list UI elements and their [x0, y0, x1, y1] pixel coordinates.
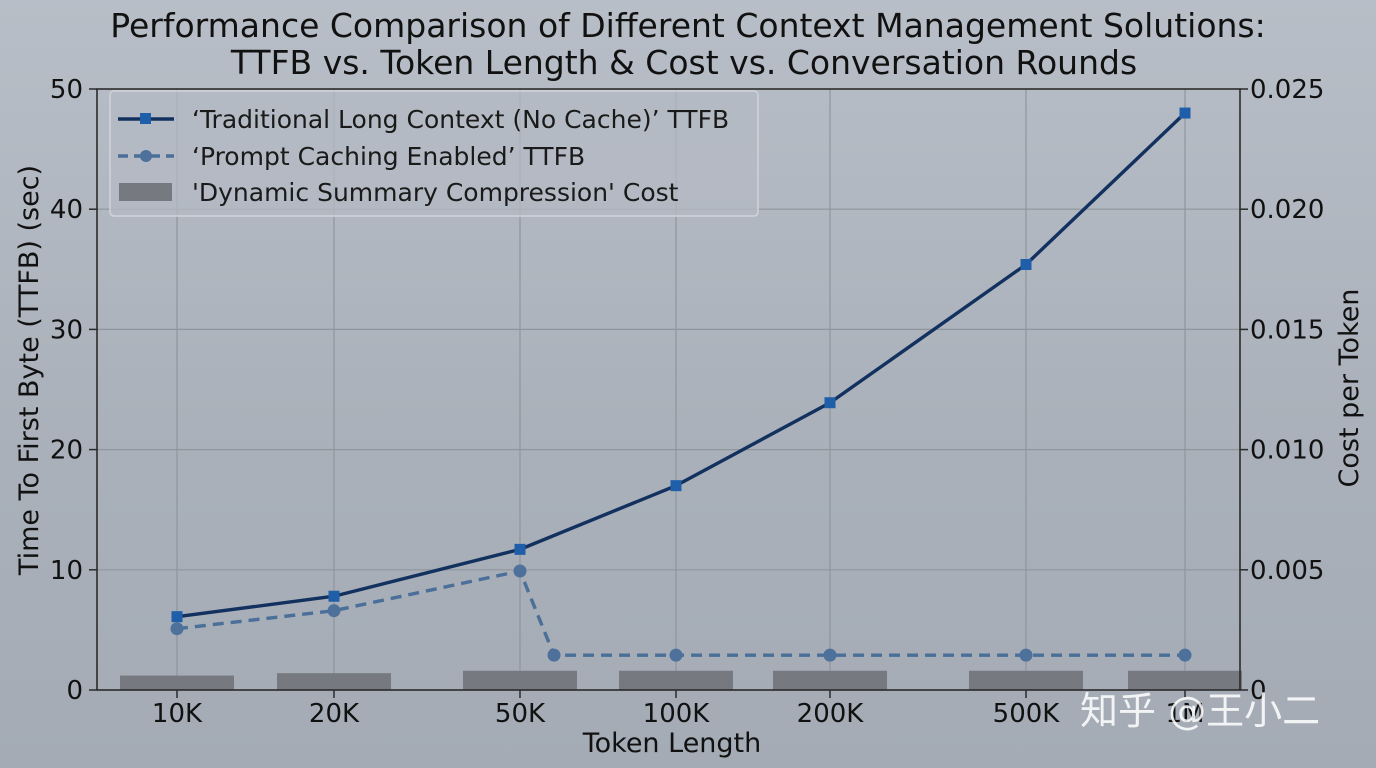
x-tick-label: 100K: [643, 699, 711, 729]
data-point-caching: [1178, 648, 1192, 662]
plot-border: [96, 88, 1241, 691]
legend-bar-swatch: [119, 183, 172, 201]
cost-bars: [120, 670, 1242, 690]
data-point-traditional: [824, 397, 836, 409]
series-line-caching: [176, 569, 1185, 657]
data-point-caching: [327, 604, 341, 618]
legend: ‘Traditional Long Context (No Cache)’ TT…: [109, 90, 759, 217]
chart-title-line-2: TTFB vs. Token Length & Cost vs. Convers…: [230, 43, 1137, 82]
legend-label-caching: ‘Prompt Caching Enabled’ TTFB: [192, 142, 585, 171]
x-tick-label: 200K: [797, 699, 865, 729]
cost-bar: [619, 670, 733, 690]
y-axis-label: Time To First Byte (TTFB) (sec): [14, 165, 45, 576]
y2-tick-label: 0.015: [1250, 315, 1324, 345]
x-axis-label: Token Length: [582, 728, 762, 759]
cost-bar: [120, 675, 234, 690]
x-tick-label: 1M: [1166, 699, 1205, 729]
legend-box: [109, 90, 759, 217]
x-tick-label: 20K: [309, 699, 360, 729]
y2-axis-label: Cost per Token: [1334, 289, 1365, 488]
y2-tick-label: 0.020: [1250, 195, 1324, 225]
chart-title-line-1: Performance Comparison of Different Cont…: [110, 6, 1265, 45]
x-axis: 10K 20K 50K 100K 200K 500K 1M: [152, 690, 1205, 729]
data-point-caching: [1019, 648, 1033, 662]
y2-tick-label: 0: [1250, 676, 1267, 706]
x-tick-label: 500K: [993, 699, 1061, 729]
y-tick-label: 0: [66, 676, 83, 706]
watermark: 知乎 @王小二: [1080, 689, 1320, 733]
data-point-traditional: [171, 611, 183, 623]
ttfb-lines: [170, 107, 1192, 662]
cost-bar: [277, 673, 391, 690]
data-point-traditional: [514, 543, 526, 555]
y-tick-label: 40: [50, 195, 83, 225]
y-axis-left: 0 10 20 30 40 50: [50, 75, 97, 706]
data-point-caching: [547, 648, 561, 662]
cost-bar: [463, 670, 577, 690]
data-point-traditional: [328, 590, 340, 602]
y-axis-right: 0 0.005 0.010 0.015 0.020 0.025: [1240, 75, 1324, 706]
legend-marker-circle-icon: [140, 150, 152, 162]
data-point-caching: [669, 648, 683, 662]
data-point-caching: [823, 648, 837, 662]
cost-bar: [969, 670, 1083, 690]
cost-bar: [1128, 670, 1242, 690]
plot-frame: [96, 88, 1241, 691]
y-tick-label: 50: [50, 75, 83, 105]
legend-label-traditional: ‘Traditional Long Context (No Cache)’ TT…: [192, 105, 729, 134]
data-point-traditional: [1020, 258, 1032, 270]
data-point-caching: [513, 564, 527, 578]
legend-marker-square-icon: [140, 113, 151, 124]
y-tick-label: 10: [50, 556, 83, 586]
y-tick-label: 30: [50, 315, 83, 345]
cost-bar: [773, 670, 887, 690]
data-point-caching: [170, 622, 184, 636]
x-tick-label: 10K: [152, 699, 203, 729]
data-point-traditional: [670, 480, 682, 492]
data-point-traditional: [1179, 107, 1191, 119]
x-tick-label: 50K: [495, 699, 546, 729]
y2-tick-label: 0.005: [1250, 556, 1324, 586]
y2-tick-label: 0.025: [1250, 75, 1324, 105]
legend-label-compression: 'Dynamic Summary Compression' Cost: [192, 178, 679, 207]
y2-tick-label: 0.010: [1250, 436, 1324, 466]
y-tick-label: 20: [50, 436, 83, 466]
chart-title: Performance Comparison of Different Cont…: [110, 6, 1265, 82]
